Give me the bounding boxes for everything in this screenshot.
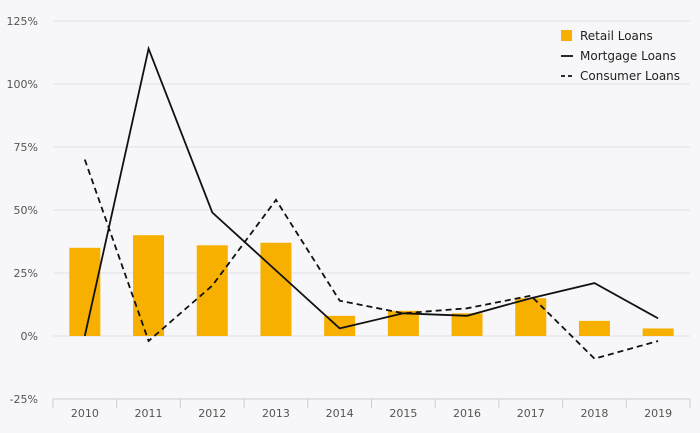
x-tick-label: 2017 — [517, 407, 545, 420]
bar-retail-loans — [196, 245, 228, 336]
y-tick-label: 50% — [14, 204, 38, 217]
y-tick-label: 75% — [14, 141, 38, 154]
x-axis-ticks: 2010 2011 2012 2013 2014 2015 2016 2017 2018 2019 — [71, 407, 672, 420]
legend-swatch-retail-loans — [561, 30, 572, 41]
legend-label-retail-loans: Retail Loans — [580, 29, 653, 43]
x-tick-label: 2011 — [135, 407, 163, 420]
bar-retail-loans — [69, 247, 101, 336]
x-tick-label: 2018 — [580, 407, 608, 420]
y-axis-ticks: -25% 0% 25% 50% 75% 100% 125% — [7, 15, 38, 406]
bar-retail-loans — [515, 298, 547, 336]
bar-retail-loans — [578, 320, 610, 336]
y-tick-label: -25% — [10, 393, 38, 406]
x-tick-label: 2013 — [262, 407, 290, 420]
y-tick-label: 100% — [7, 78, 38, 91]
loan-lines — [83, 45, 659, 360]
legend-label-mortgage-loans: Mortgage Loans — [580, 49, 676, 63]
x-tick-label: 2014 — [326, 407, 354, 420]
bar-retail-loans — [133, 235, 165, 336]
y-tick-label: 125% — [7, 15, 38, 28]
consumer-loans-line — [83, 159, 659, 360]
x-tick-label: 2012 — [198, 407, 226, 420]
bar-retail-loans — [260, 242, 292, 336]
mortgage-loans-line — [83, 45, 659, 337]
legend-label-consumer-loans: Consumer Loans — [580, 69, 680, 83]
y-tick-label: 25% — [14, 267, 38, 280]
x-tick-label: 2015 — [389, 407, 417, 420]
bar-retail-loans — [642, 328, 674, 336]
x-tick-label: 2010 — [71, 407, 99, 420]
retail-loans-bars — [69, 235, 674, 336]
y-tick-label: 0% — [21, 330, 38, 343]
x-tick-label: 2016 — [453, 407, 481, 420]
x-axis — [52, 398, 691, 408]
bar-retail-loans — [451, 313, 483, 336]
legend: Retail Loans Mortgage Loans Consumer Loans — [561, 29, 680, 83]
x-tick-label: 2019 — [644, 407, 672, 420]
